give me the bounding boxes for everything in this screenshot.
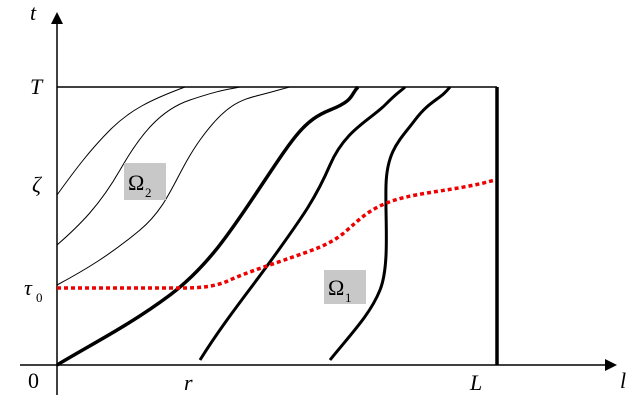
y-tick-label: T [30,74,44,99]
region-box [124,163,166,200]
y-axis-label: t [30,0,37,25]
region-subscript: 1 [345,290,352,305]
thin-curve [56,86,291,286]
y-tick-label: ζ [32,172,43,197]
region-box [324,270,366,304]
thick-curve [328,86,452,361]
front-curve [57,178,496,290]
thick-curve [56,85,360,367]
thin-curve [56,86,241,246]
region-label: Ω [328,275,344,300]
x-tick-label: r [184,370,193,395]
curves [56,85,452,367]
x-tick-label: L [469,370,482,395]
thin-curve [56,86,186,196]
y-tick-label: τ [24,275,33,300]
y-tick-subscript: 0 [36,290,43,305]
origin-label: 0 [28,368,39,393]
x-axis-label: l [620,368,626,393]
region-subscript: 2 [145,185,152,200]
thick-curve [198,85,407,361]
region-label: Ω [128,170,144,195]
